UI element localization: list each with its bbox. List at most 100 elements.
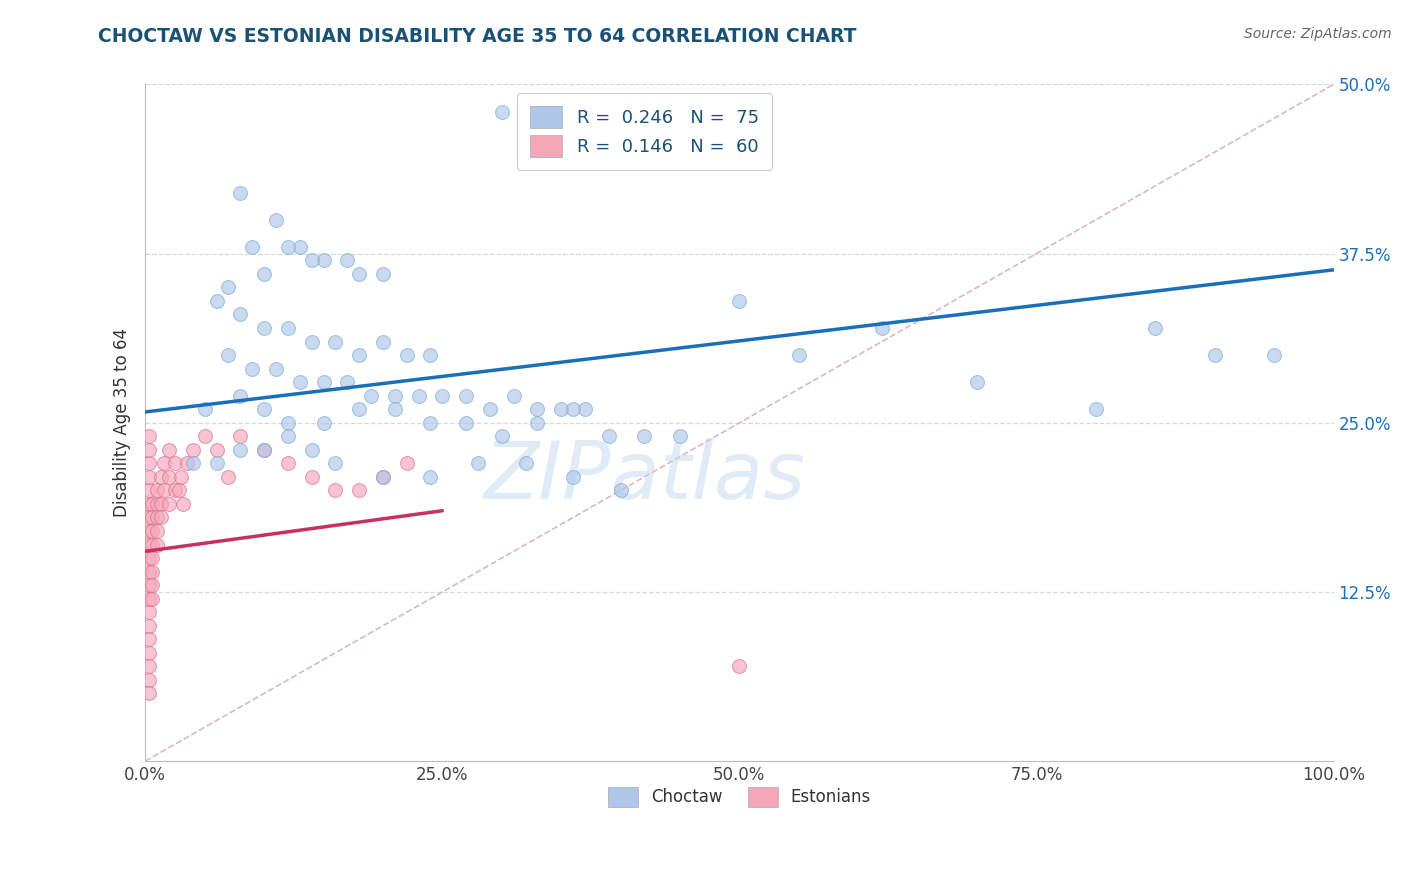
Point [138, 470, 160, 484]
Point [153, 456, 176, 470]
Point [728, 659, 751, 673]
Point [301, 470, 323, 484]
Point [574, 402, 596, 417]
Point [1263, 348, 1285, 362]
Point [277, 456, 299, 470]
Point [301, 253, 323, 268]
Point [138, 659, 160, 673]
Point [163, 456, 186, 470]
Point [384, 389, 406, 403]
Point [253, 267, 276, 281]
Point [301, 442, 323, 457]
Point [149, 510, 172, 524]
Point [419, 348, 441, 362]
Point [253, 442, 276, 457]
Point [301, 334, 323, 349]
Point [336, 375, 359, 389]
Point [194, 402, 217, 417]
Point [728, 293, 751, 308]
Point [141, 551, 163, 566]
Point [1144, 321, 1167, 335]
Point [325, 334, 347, 349]
Point [312, 375, 335, 389]
Text: Source: ZipAtlas.com: Source: ZipAtlas.com [1244, 27, 1392, 41]
Point [1084, 402, 1107, 417]
Text: CHOCTAW VS ESTONIAN DISABILITY AGE 35 TO 64 CORRELATION CHART: CHOCTAW VS ESTONIAN DISABILITY AGE 35 TO… [98, 27, 856, 45]
Point [371, 267, 394, 281]
Point [163, 483, 186, 498]
Point [141, 578, 163, 592]
Point [138, 605, 160, 619]
Point [141, 510, 163, 524]
Point [264, 361, 287, 376]
Point [456, 416, 478, 430]
Point [526, 402, 548, 417]
Point [218, 470, 240, 484]
Point [325, 456, 347, 470]
Point [138, 456, 160, 470]
Point [170, 470, 193, 484]
Point [312, 253, 335, 268]
Point [176, 456, 198, 470]
Legend: Choctaw, Estonians: Choctaw, Estonians [600, 780, 877, 814]
Point [229, 389, 252, 403]
Point [146, 497, 169, 511]
Point [229, 308, 252, 322]
Point [149, 497, 172, 511]
Point [325, 483, 347, 498]
Point [478, 402, 501, 417]
Point [218, 280, 240, 294]
Point [419, 470, 441, 484]
Point [456, 389, 478, 403]
Point [138, 524, 160, 538]
Point [138, 578, 160, 592]
Point [336, 253, 359, 268]
Point [138, 632, 160, 647]
Point [138, 686, 160, 700]
Point [229, 429, 252, 443]
Point [669, 429, 692, 443]
Point [141, 591, 163, 606]
Point [491, 104, 513, 119]
Point [502, 389, 524, 403]
Point [467, 456, 489, 470]
Point [264, 212, 287, 227]
Point [384, 402, 406, 417]
Point [288, 240, 311, 254]
Point [205, 442, 228, 457]
Point [347, 348, 370, 362]
Point [138, 565, 160, 579]
Point [371, 470, 394, 484]
Point [153, 483, 176, 498]
Text: ZIPatlas: ZIPatlas [484, 438, 806, 516]
Point [181, 442, 204, 457]
Y-axis label: Disability Age 35 to 64: Disability Age 35 to 64 [114, 328, 131, 517]
Point [491, 429, 513, 443]
Point [408, 389, 430, 403]
Point [562, 470, 585, 484]
Point [146, 524, 169, 538]
Point [360, 389, 382, 403]
Point [347, 267, 370, 281]
Point [253, 321, 276, 335]
Point [205, 293, 228, 308]
Point [146, 537, 169, 551]
Point [229, 186, 252, 200]
Point [157, 442, 180, 457]
Point [141, 537, 163, 551]
Point [157, 470, 180, 484]
Point [432, 389, 454, 403]
Point [371, 470, 394, 484]
Point [138, 673, 160, 687]
Point [138, 497, 160, 511]
Point [633, 429, 655, 443]
Point [526, 416, 548, 430]
Point [550, 402, 572, 417]
Point [966, 375, 988, 389]
Point [277, 321, 299, 335]
Point [141, 524, 163, 538]
Point [138, 591, 160, 606]
Point [395, 348, 418, 362]
Point [312, 416, 335, 430]
Point [253, 402, 276, 417]
